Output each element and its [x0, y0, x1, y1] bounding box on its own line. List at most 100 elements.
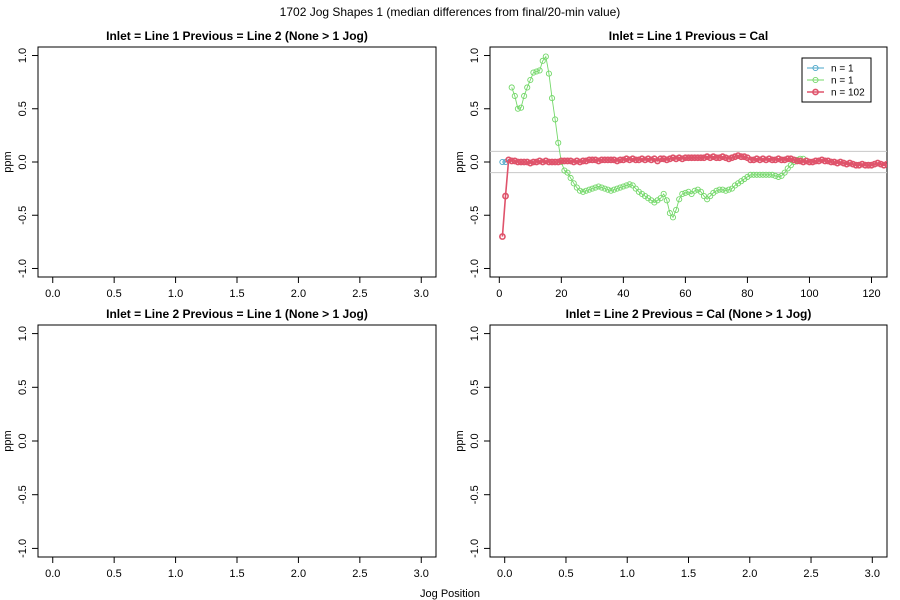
x-tick-label: 2.0 — [291, 568, 306, 580]
data-point — [675, 154, 683, 162]
data-point — [598, 156, 606, 164]
data-point — [679, 190, 686, 197]
data-point — [750, 171, 757, 178]
data-point — [595, 183, 602, 190]
data-point — [626, 156, 633, 164]
data-point — [517, 158, 525, 166]
data-point — [632, 156, 640, 164]
plot-data — [490, 53, 887, 240]
data-point — [536, 157, 544, 165]
data-point — [585, 156, 593, 164]
data-point — [759, 171, 766, 178]
legend-label: n = 1 — [831, 76, 854, 87]
data-point — [545, 158, 553, 166]
data-point — [778, 156, 785, 164]
data-point — [676, 196, 683, 203]
data-point — [616, 156, 624, 164]
data-point — [747, 171, 754, 178]
plot-frame — [37, 324, 437, 558]
y-tick-label: -0.5 — [17, 206, 29, 225]
data-point — [784, 155, 792, 163]
data-point — [874, 159, 882, 167]
data-point — [663, 197, 670, 204]
data-point — [840, 159, 847, 167]
y-tick-label: -1.0 — [469, 539, 481, 558]
data-point — [564, 169, 571, 176]
data-point — [756, 171, 763, 178]
data-point — [827, 158, 835, 166]
data-point — [614, 185, 621, 192]
y-axis-label: ppm — [2, 430, 14, 451]
data-point — [731, 153, 739, 161]
data-point — [750, 156, 758, 164]
x-tick-label: 0.5 — [107, 568, 122, 580]
data-point — [806, 158, 813, 166]
data-point — [619, 156, 627, 164]
data-point — [709, 153, 717, 161]
data-point — [647, 156, 655, 164]
data-point — [508, 157, 516, 165]
chart-panel-2: Inlet = Line 1 Previous = Cal -1.0 -0.5 0.0… — [454, 29, 888, 300]
data-point — [716, 154, 723, 162]
legend-label: n = 1 — [831, 64, 854, 75]
data-point — [564, 157, 571, 165]
data-point — [555, 139, 562, 146]
data-point — [734, 152, 742, 160]
data-point — [607, 187, 615, 194]
data-point — [753, 171, 760, 178]
data-point — [508, 84, 515, 91]
data-point — [567, 174, 574, 182]
x-tick-label: 2.5 — [803, 568, 818, 580]
data-point — [607, 156, 615, 164]
x-tick-label: 0 — [496, 288, 502, 300]
data-point — [685, 154, 692, 162]
data-point — [768, 156, 776, 164]
data-point — [784, 165, 791, 172]
y-tick-label: 0.0 — [17, 154, 29, 169]
y-tick-label: -0.5 — [17, 485, 29, 504]
data-point — [815, 157, 823, 165]
data-point — [864, 161, 872, 169]
data-point — [868, 161, 875, 169]
data-point — [623, 155, 630, 163]
data-point — [592, 156, 599, 164]
data-point — [576, 187, 583, 194]
x-tick-label: 0.5 — [558, 568, 573, 580]
data-point — [706, 154, 714, 162]
data-point — [843, 160, 851, 168]
y-axis-label: ppm — [2, 151, 14, 172]
data-point — [722, 187, 729, 194]
data-point — [511, 92, 518, 100]
data-point — [682, 189, 689, 196]
data-point — [809, 158, 816, 166]
data-point — [725, 186, 732, 193]
data-point — [691, 154, 699, 162]
data-point — [765, 155, 773, 163]
data-point — [526, 159, 534, 167]
data-point — [511, 157, 519, 165]
data-point — [586, 186, 593, 193]
data-point — [833, 159, 841, 167]
data-point — [871, 160, 878, 168]
data-point — [542, 157, 550, 165]
y-tick-label: -1.0 — [469, 259, 481, 278]
data-point — [539, 158, 547, 166]
data-point — [635, 156, 643, 164]
data-point — [548, 158, 556, 166]
data-point — [672, 155, 680, 163]
data-point — [673, 206, 680, 213]
data-point — [678, 155, 686, 163]
data-point — [700, 154, 708, 162]
data-point — [502, 192, 509, 200]
data-point — [666, 155, 674, 163]
data-point — [790, 156, 798, 164]
data-point — [611, 186, 618, 193]
y-tick-label: -0.5 — [469, 485, 481, 504]
data-point — [582, 157, 590, 165]
figure-xlabel: Jog Position — [420, 588, 480, 600]
data-point — [737, 153, 745, 161]
x-tick-label: 0.0 — [45, 288, 60, 300]
y-tick-label: -0.5 — [469, 206, 481, 225]
data-point — [719, 153, 727, 161]
y-tick-label: 1.0 — [17, 48, 29, 63]
